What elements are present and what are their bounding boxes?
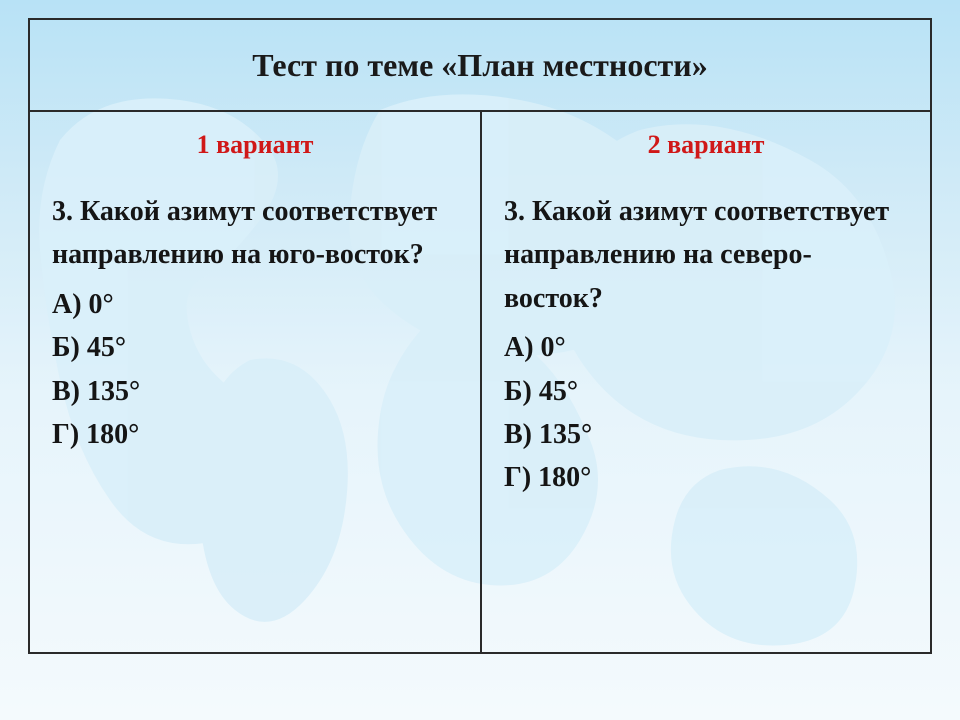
variant-1-option-b: Б) 45°	[52, 326, 458, 369]
columns: 1 вариант 3. Какой азимут соответствует …	[30, 112, 930, 652]
variant-1-option-d: Г) 180°	[52, 413, 458, 456]
variant-1-option-c: В) 135°	[52, 370, 458, 413]
variant-2-option-c: В) 135°	[504, 413, 908, 456]
variant-2-label: 2 вариант	[504, 130, 908, 160]
page-title: Тест по теме «План местности»	[252, 47, 707, 84]
variant-2-question: 3. Какой азимут соответствует направлени…	[504, 190, 908, 320]
variant-2-option-a: А) 0°	[504, 326, 908, 369]
variant-1-question: 3. Какой азимут соответствует направлени…	[52, 190, 458, 277]
variant-2-column: 2 вариант 3. Какой азимут соответствует …	[480, 112, 930, 652]
variant-2-options: А) 0° Б) 45° В) 135° Г) 180°	[504, 326, 908, 500]
variant-1-option-a: А) 0°	[52, 283, 458, 326]
variant-1-column: 1 вариант 3. Какой азимут соответствует …	[30, 112, 480, 652]
test-frame: Тест по теме «План местности» 1 вариант …	[28, 18, 932, 654]
title-row: Тест по теме «План местности»	[30, 20, 930, 112]
variant-1-options: А) 0° Б) 45° В) 135° Г) 180°	[52, 283, 458, 457]
variant-2-option-d: Г) 180°	[504, 456, 908, 499]
variant-2-option-b: Б) 45°	[504, 370, 908, 413]
variant-1-label: 1 вариант	[52, 130, 458, 160]
